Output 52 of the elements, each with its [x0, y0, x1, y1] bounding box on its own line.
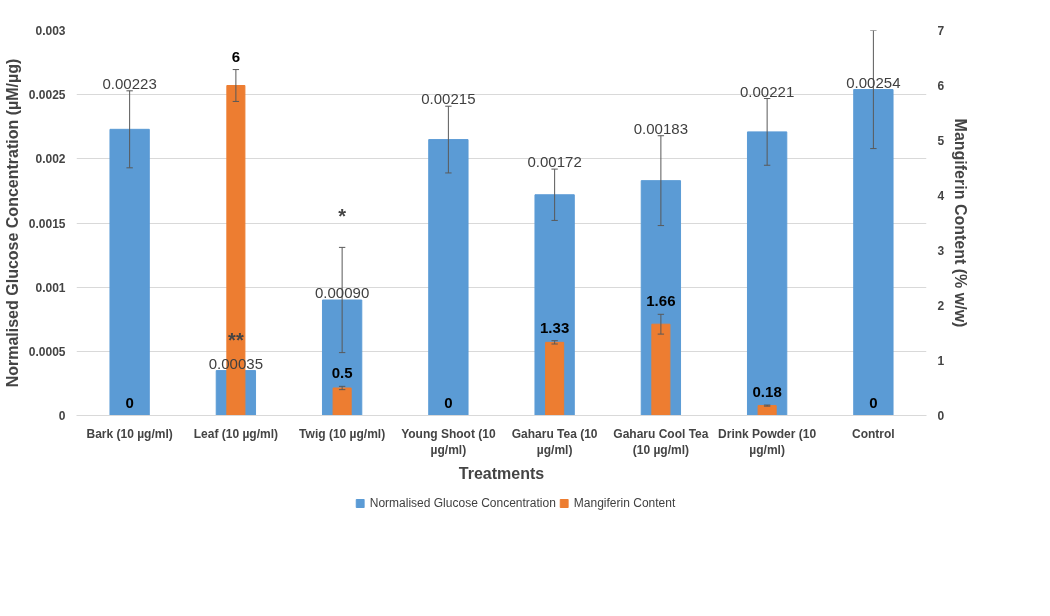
- data-label: 0.00215: [421, 90, 476, 108]
- y2-tick-label: 0: [937, 409, 945, 423]
- annotation: *: [338, 205, 347, 228]
- bar: [428, 139, 469, 416]
- legend-label: Mangiferin Content: [573, 496, 676, 510]
- bar: [853, 89, 894, 416]
- x-tick-label: Twig (10 µg/ml): [299, 426, 386, 441]
- x-tick-label: Bark (10 µg/ml): [86, 426, 173, 441]
- bar: [746, 131, 788, 416]
- bar: [757, 405, 777, 416]
- data-label: 0.18: [752, 383, 782, 401]
- data-label: 0.00172: [527, 153, 582, 171]
- y-axis-title: Normalised Glucose Concentration (µM/µg): [3, 58, 21, 388]
- x-tick-label: Gaharu Cool Tea (10 µg/ml): [613, 426, 709, 458]
- y2-tick-label: 4: [937, 189, 945, 203]
- y2-tick-label: 3: [937, 244, 945, 258]
- data-label: 0: [125, 393, 134, 411]
- y2-axis-title: Mangiferin Content (% w/w): [952, 118, 970, 328]
- y-tick-label: 0.0005: [28, 344, 66, 359]
- x-tick-label: Leaf (10 µg/ml): [193, 426, 279, 441]
- y2-tick-label: 1: [937, 354, 945, 368]
- data-label: 0: [869, 393, 878, 411]
- data-label: 1.66: [646, 292, 676, 310]
- data-label: 1.33: [540, 318, 570, 336]
- bar: [651, 323, 671, 416]
- data-label: 0.00090: [315, 284, 370, 301]
- data-label: 0.00223: [102, 74, 157, 92]
- bar: [332, 387, 352, 416]
- data-label: 0.5: [331, 364, 353, 382]
- legend-label: Normalised Glucose Concentration: [369, 496, 556, 510]
- bar: [109, 128, 150, 416]
- y2-tick-label: 5: [937, 134, 945, 148]
- y-tick-label: 0.0015: [28, 216, 66, 231]
- y-tick-label: 0.002: [35, 152, 66, 167]
- x-tick-label: Control: [852, 426, 895, 441]
- data-label: 0: [444, 393, 453, 411]
- y-tick-label: 0.001: [35, 280, 66, 295]
- x-tick-label: Gaharu Tea (10 µg/ml): [511, 426, 598, 458]
- y2-tick-label: 7: [937, 24, 945, 38]
- annotation: **: [228, 328, 244, 351]
- y-tick-label: 0: [58, 409, 66, 423]
- data-label: 0.00221: [740, 82, 795, 100]
- x-tick-label: Drink Powder (10 µg/ml): [718, 426, 817, 458]
- y2-tick-label: 2: [937, 299, 945, 313]
- data-label: 6: [231, 47, 241, 65]
- x-tick-label: Young Shoot (10 µg/ml): [401, 426, 496, 458]
- bar: [545, 341, 565, 416]
- x-axis-title: Treatments: [458, 465, 545, 483]
- y2-tick-label: 6: [937, 79, 945, 93]
- y-tick-label: 0.0025: [28, 88, 66, 103]
- data-label: 0.00183: [633, 119, 688, 137]
- y-tick-label: 0.003: [35, 24, 66, 38]
